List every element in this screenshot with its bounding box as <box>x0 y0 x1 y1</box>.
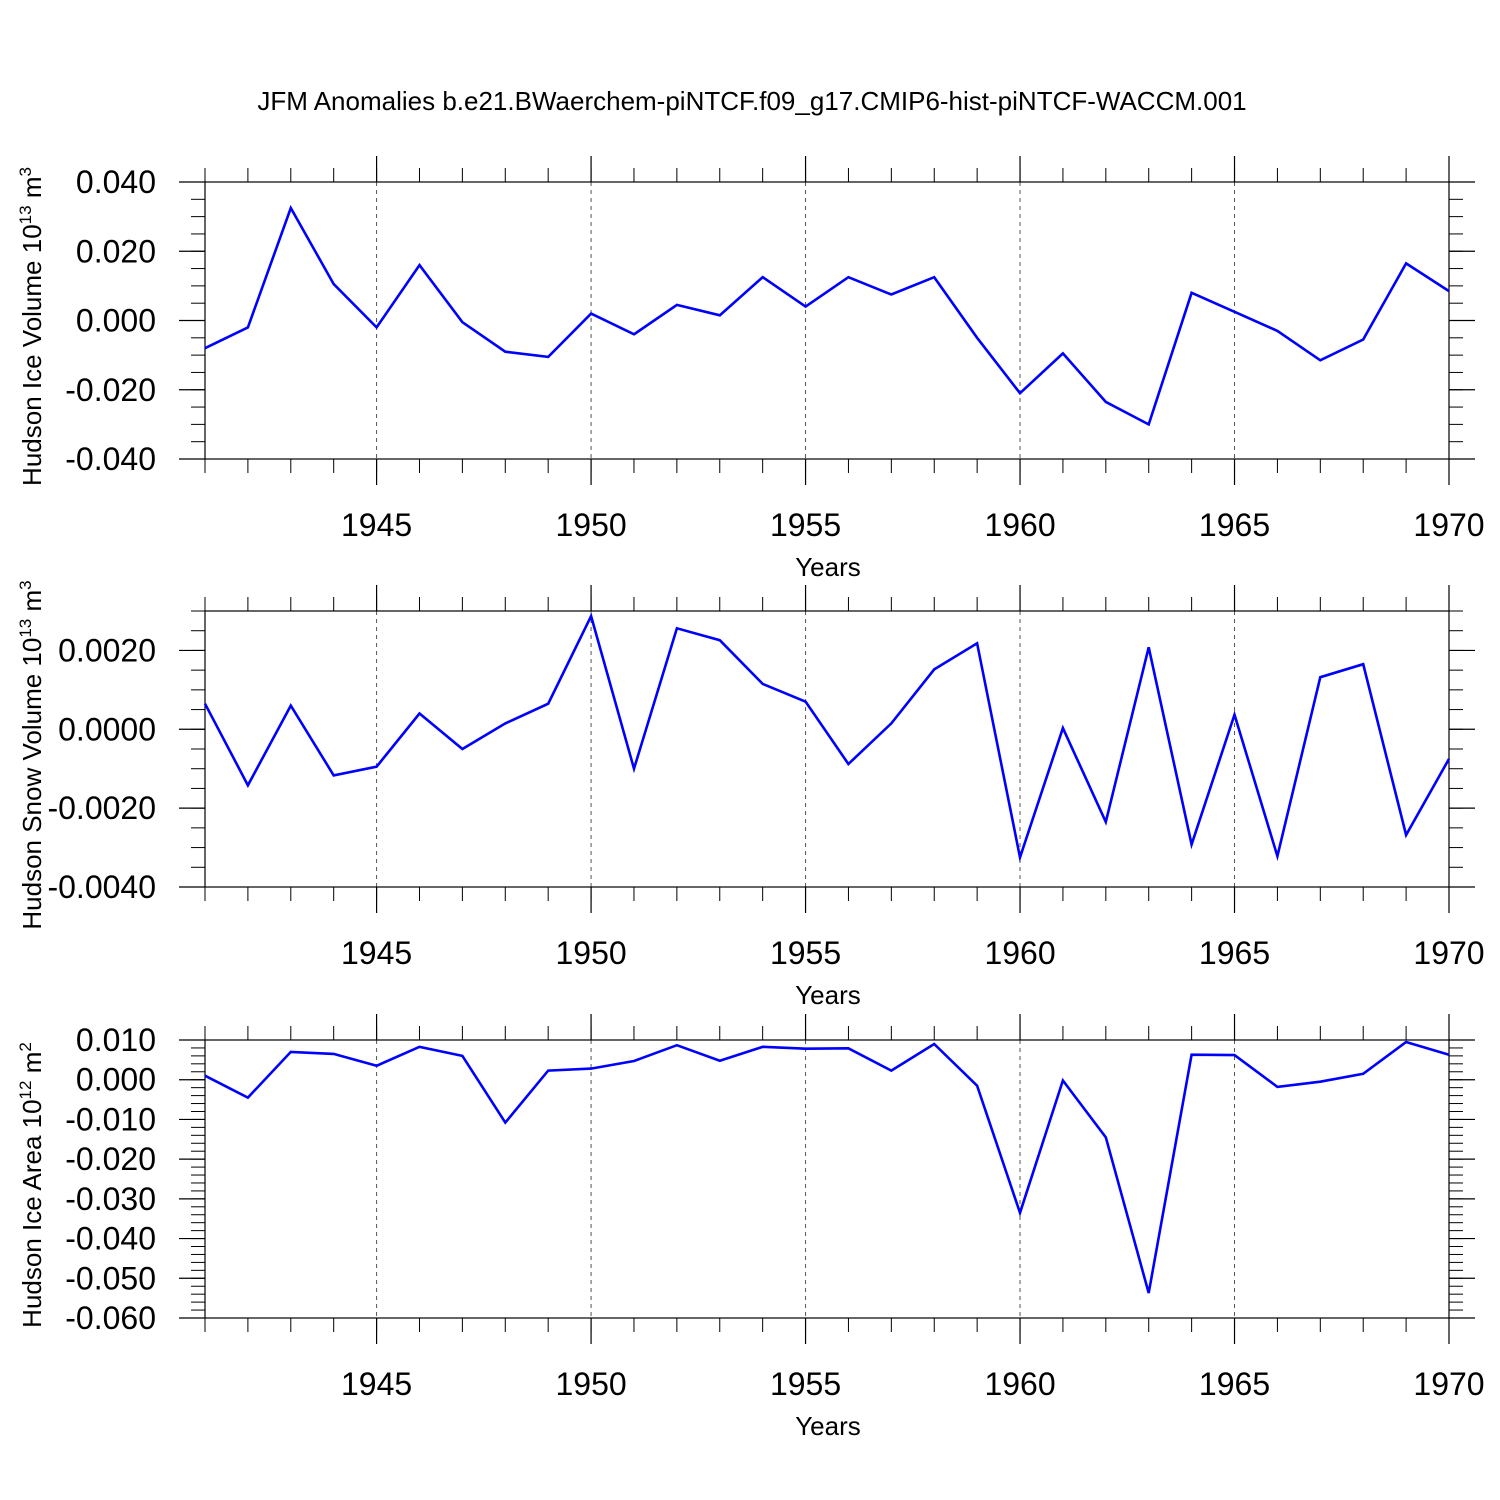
x-tick-label: 1970 <box>1413 507 1484 543</box>
y-axis-label: Hudson Ice Volume 1013 m3 <box>16 167 47 486</box>
y-tick-label: -0.050 <box>65 1260 156 1296</box>
y-tick-label: -0.040 <box>65 441 156 477</box>
x-tick-label: 1965 <box>1199 1366 1270 1402</box>
y-axis-label: Hudson Snow Volume 1013 m3 <box>16 580 47 929</box>
y-tick-label: -0.0020 <box>47 790 156 826</box>
x-tick-label: 1960 <box>984 507 1055 543</box>
panel-2: 1945 1950 1955 1960 1965 1970 Years -0.0040 -0.0… <box>16 580 1485 1010</box>
panel-1: 1945 1950 1955 1960 1965 1970 Years -0.040 -0.02… <box>16 156 1485 582</box>
plot-frame <box>204 1039 1450 1319</box>
y-tick-label: -0.020 <box>65 1141 156 1177</box>
x-tick-label: 1955 <box>770 935 841 971</box>
series-line <box>204 1040 1450 1294</box>
y-tick-label: 0.010 <box>76 1022 156 1058</box>
y-tick-label: -0.020 <box>65 372 156 408</box>
y-tick-label: -0.030 <box>65 1181 156 1217</box>
series-line <box>203 612 1451 863</box>
y-axis-label: Hudson Ice Area 1012 m2 <box>16 1042 47 1328</box>
x-tick-label: 1950 <box>555 1366 626 1402</box>
y-tick-label: 0.020 <box>76 233 156 269</box>
x-tick-label: 1960 <box>984 935 1055 971</box>
y-tick-label: -0.040 <box>65 1221 156 1257</box>
x-tick-label: 1950 <box>555 507 626 543</box>
y-tick-label: 0.000 <box>76 1062 156 1098</box>
plot-frame <box>204 181 1450 460</box>
y-tick-label: 0.0020 <box>58 632 156 668</box>
x-tick-label: 1965 <box>1199 935 1270 971</box>
x-tick-label: 1970 <box>1413 1366 1484 1402</box>
x-tick-label: 1960 <box>984 1366 1055 1402</box>
series-line <box>204 204 1450 427</box>
x-axis-label: Years <box>795 552 861 582</box>
x-tick-label: 1970 <box>1413 935 1484 971</box>
x-tick-label: 1945 <box>341 507 412 543</box>
x-tick-label: 1945 <box>341 935 412 971</box>
x-tick-label: 1965 <box>1199 507 1270 543</box>
y-tick-label: 0.040 <box>76 164 156 200</box>
x-tick-label: 1950 <box>555 935 626 971</box>
y-tick-label: -0.010 <box>65 1101 156 1137</box>
x-tick-label: 1945 <box>341 1366 412 1402</box>
y-tick-label: -0.060 <box>65 1300 156 1336</box>
x-axis-label: Years <box>795 980 861 1010</box>
x-tick-label: 1955 <box>770 507 841 543</box>
x-axis-label: Years <box>795 1411 861 1441</box>
chart-title: JFM Anomalies b.e21.BWaerchem-piNTCF.f09… <box>257 86 1246 116</box>
y-tick-label: 0.000 <box>76 303 156 339</box>
y-tick-label: 0.0000 <box>58 711 156 747</box>
x-tick-label: 1955 <box>770 1366 841 1402</box>
panel-3: 1945 1950 1955 1960 1965 1970 Years -0.060 -0.05… <box>16 1014 1485 1441</box>
y-tick-label: -0.0040 <box>47 869 156 905</box>
